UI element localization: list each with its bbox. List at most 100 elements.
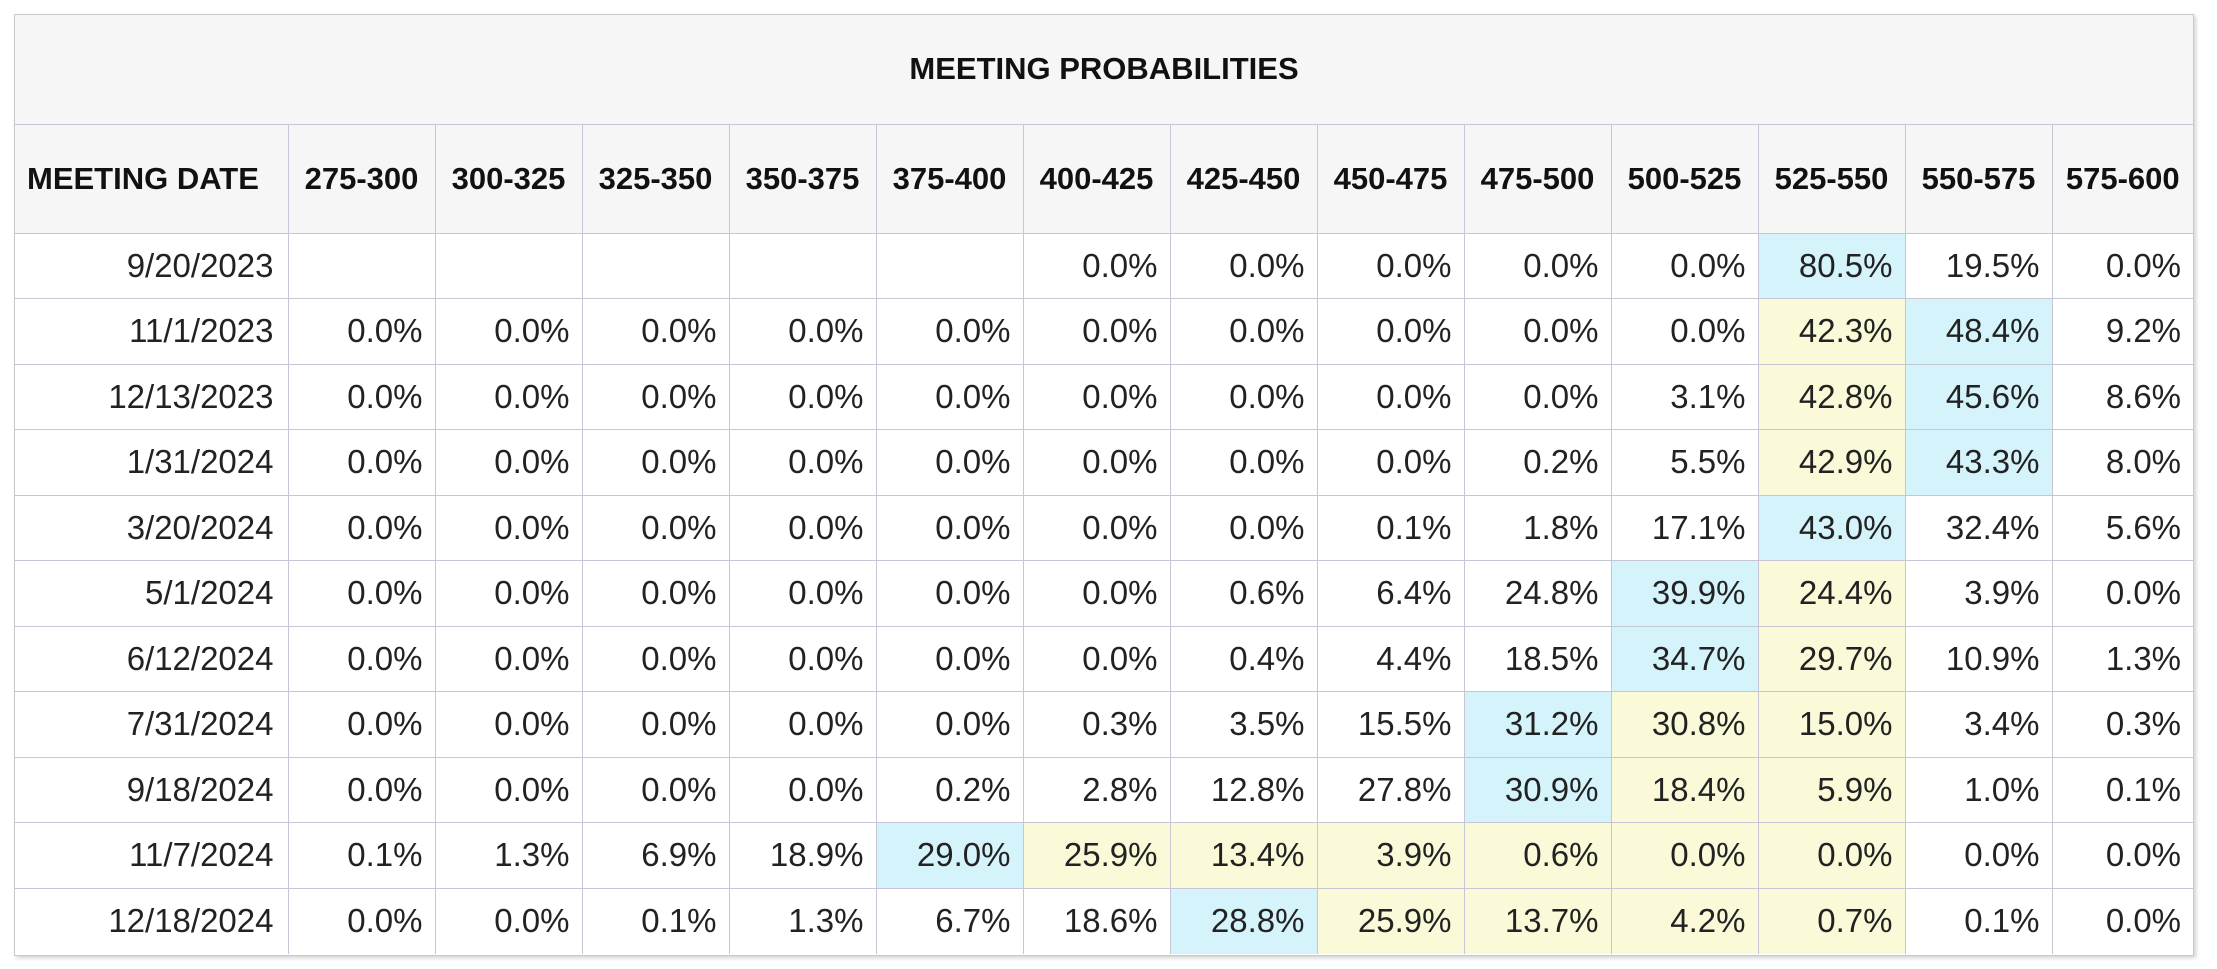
- meeting-date-cell: 12/18/2024: [15, 887, 289, 954]
- meeting-date-cell: 9/18/2024: [15, 756, 289, 823]
- probability-cell: 42.9%: [1757, 429, 1906, 496]
- probability-cell: [287, 232, 436, 299]
- probability-cell: 3.9%: [1316, 822, 1465, 889]
- table-title: MEETING PROBABILITIES: [15, 15, 2193, 125]
- probability-cell: 0.0%: [1904, 822, 2053, 889]
- probability-cell: 15.5%: [1316, 691, 1465, 758]
- meeting-probabilities-table: MEETING PROBABILITIES MEETING DATE 275-3…: [15, 15, 2193, 954]
- meeting-date-cell: 7/31/2024: [15, 691, 289, 758]
- probability-cell: 0.0%: [287, 756, 436, 823]
- column-header-350-375: 350-375: [728, 123, 877, 234]
- probability-cell: 0.0%: [728, 363, 877, 430]
- table-row: 11/7/2024 0.1% 1.3% 6.9% 18.9% 29.0% 25.9% 13.4…: [15, 822, 2193, 889]
- table-row: 12/18/2024 0.0% 0.0% 0.1% 1.3% 6.7% 18.6% 28.8%…: [15, 887, 2193, 954]
- probability-cell: 0.3%: [2051, 691, 2193, 758]
- meeting-date-cell: 5/1/2024: [15, 560, 289, 627]
- table-row: 9/20/2023 0.0% 0.0% 0.0% 0.0% 0.0% 80.5% 19.5% 0…: [15, 232, 2193, 299]
- probability-cell: 1.3%: [434, 822, 583, 889]
- probability-cell: 5.6%: [2051, 494, 2193, 561]
- probability-cell: 0.0%: [581, 625, 730, 692]
- probability-cell: 0.0%: [434, 560, 583, 627]
- probability-cell: 15.0%: [1757, 691, 1906, 758]
- column-header-400-425: 400-425: [1022, 123, 1171, 234]
- probability-cell: 0.1%: [1904, 887, 2053, 954]
- probability-cell: 19.5%: [1904, 232, 2053, 299]
- probability-cell: 0.0%: [875, 429, 1024, 496]
- probability-cell: 0.0%: [434, 429, 583, 496]
- probability-cell: 32.4%: [1904, 494, 2053, 561]
- probability-cell: [728, 232, 877, 299]
- column-header-300-325: 300-325: [434, 123, 583, 234]
- column-header-475-500: 475-500: [1463, 123, 1612, 234]
- probability-cell: 0.0%: [1169, 429, 1318, 496]
- probability-cell: 30.8%: [1610, 691, 1759, 758]
- probability-cell: 0.0%: [728, 429, 877, 496]
- probability-cell: 0.2%: [1463, 429, 1612, 496]
- probability-cell: 0.0%: [1463, 298, 1612, 365]
- probability-cell: 0.2%: [875, 756, 1024, 823]
- probability-cell: 0.0%: [1022, 625, 1171, 692]
- table-row: 7/31/2024 0.0% 0.0% 0.0% 0.0% 0.0% 0.3% 3.5% 15.…: [15, 691, 2193, 758]
- probability-cell: 24.8%: [1463, 560, 1612, 627]
- probability-cell: 5.5%: [1610, 429, 1759, 496]
- probability-cell: 27.8%: [1316, 756, 1465, 823]
- probability-cell: 0.0%: [581, 756, 730, 823]
- meeting-date-header: MEETING DATE: [15, 123, 289, 234]
- probability-cell: 39.9%: [1610, 560, 1759, 627]
- probability-cell: 6.4%: [1316, 560, 1465, 627]
- probability-cell: 42.3%: [1757, 298, 1906, 365]
- probability-cell: 1.3%: [728, 887, 877, 954]
- probability-cell: 0.0%: [287, 298, 436, 365]
- probability-cell: 1.0%: [1904, 756, 2053, 823]
- probability-cell: 0.0%: [1316, 363, 1465, 430]
- probability-cell: 0.0%: [1169, 232, 1318, 299]
- table-row: 5/1/2024 0.0% 0.0% 0.0% 0.0% 0.0% 0.0% 0.6% 6.4%…: [15, 560, 2193, 627]
- probability-cell: 29.7%: [1757, 625, 1906, 692]
- probability-cell: 9.2%: [2051, 298, 2193, 365]
- probability-cell: 0.0%: [2051, 560, 2193, 627]
- probability-cell: 0.0%: [1022, 429, 1171, 496]
- probability-cell: 0.0%: [287, 625, 436, 692]
- column-header-275-300: 275-300: [287, 123, 436, 234]
- probability-cell: 0.0%: [287, 494, 436, 561]
- probability-cell: 30.9%: [1463, 756, 1612, 823]
- column-header-325-350: 325-350: [581, 123, 730, 234]
- probability-cell: 10.9%: [1904, 625, 2053, 692]
- probability-cell: 31.2%: [1463, 691, 1612, 758]
- probability-cell: 48.4%: [1904, 298, 2053, 365]
- probability-cell: 34.7%: [1610, 625, 1759, 692]
- probability-cell: 0.6%: [1169, 560, 1318, 627]
- probability-cell: 0.6%: [1463, 822, 1612, 889]
- probability-cell: 0.7%: [1757, 887, 1906, 954]
- probability-cell: 5.9%: [1757, 756, 1906, 823]
- probability-cell: 0.1%: [2051, 756, 2193, 823]
- table-row: 9/18/2024 0.0% 0.0% 0.0% 0.0% 0.2% 2.8% 12.8% 27…: [15, 756, 2193, 823]
- probability-cell: 17.1%: [1610, 494, 1759, 561]
- probability-cell: 0.0%: [728, 560, 877, 627]
- probability-cell: 0.0%: [728, 756, 877, 823]
- probability-cell: 0.0%: [434, 494, 583, 561]
- probability-cell: 0.3%: [1022, 691, 1171, 758]
- probability-cell: 0.0%: [1169, 298, 1318, 365]
- probability-cell: 45.6%: [1904, 363, 2053, 430]
- probability-cell: 43.3%: [1904, 429, 2053, 496]
- probability-cell: 0.0%: [728, 298, 877, 365]
- probability-cell: 0.1%: [287, 822, 436, 889]
- meeting-date-cell: 1/31/2024: [15, 429, 289, 496]
- probability-cell: 0.0%: [1022, 363, 1171, 430]
- probability-cell: 0.0%: [1316, 232, 1465, 299]
- probability-cell: 18.6%: [1022, 887, 1171, 954]
- probability-cell: 0.0%: [1463, 363, 1612, 430]
- probability-cell: 1.3%: [2051, 625, 2193, 692]
- probability-cell: 43.0%: [1757, 494, 1906, 561]
- column-header-525-550: 525-550: [1757, 123, 1906, 234]
- probability-cell: 18.5%: [1463, 625, 1612, 692]
- probability-cell: 0.0%: [581, 560, 730, 627]
- table-row: 1/31/2024 0.0% 0.0% 0.0% 0.0% 0.0% 0.0% 0.0% 0.0…: [15, 429, 2193, 496]
- probability-cell: 0.0%: [875, 625, 1024, 692]
- probability-cell: 6.7%: [875, 887, 1024, 954]
- probability-cell: 0.0%: [581, 298, 730, 365]
- probability-cell: 0.0%: [434, 691, 583, 758]
- probability-cell: 0.1%: [1316, 494, 1465, 561]
- probability-cell: 0.0%: [287, 560, 436, 627]
